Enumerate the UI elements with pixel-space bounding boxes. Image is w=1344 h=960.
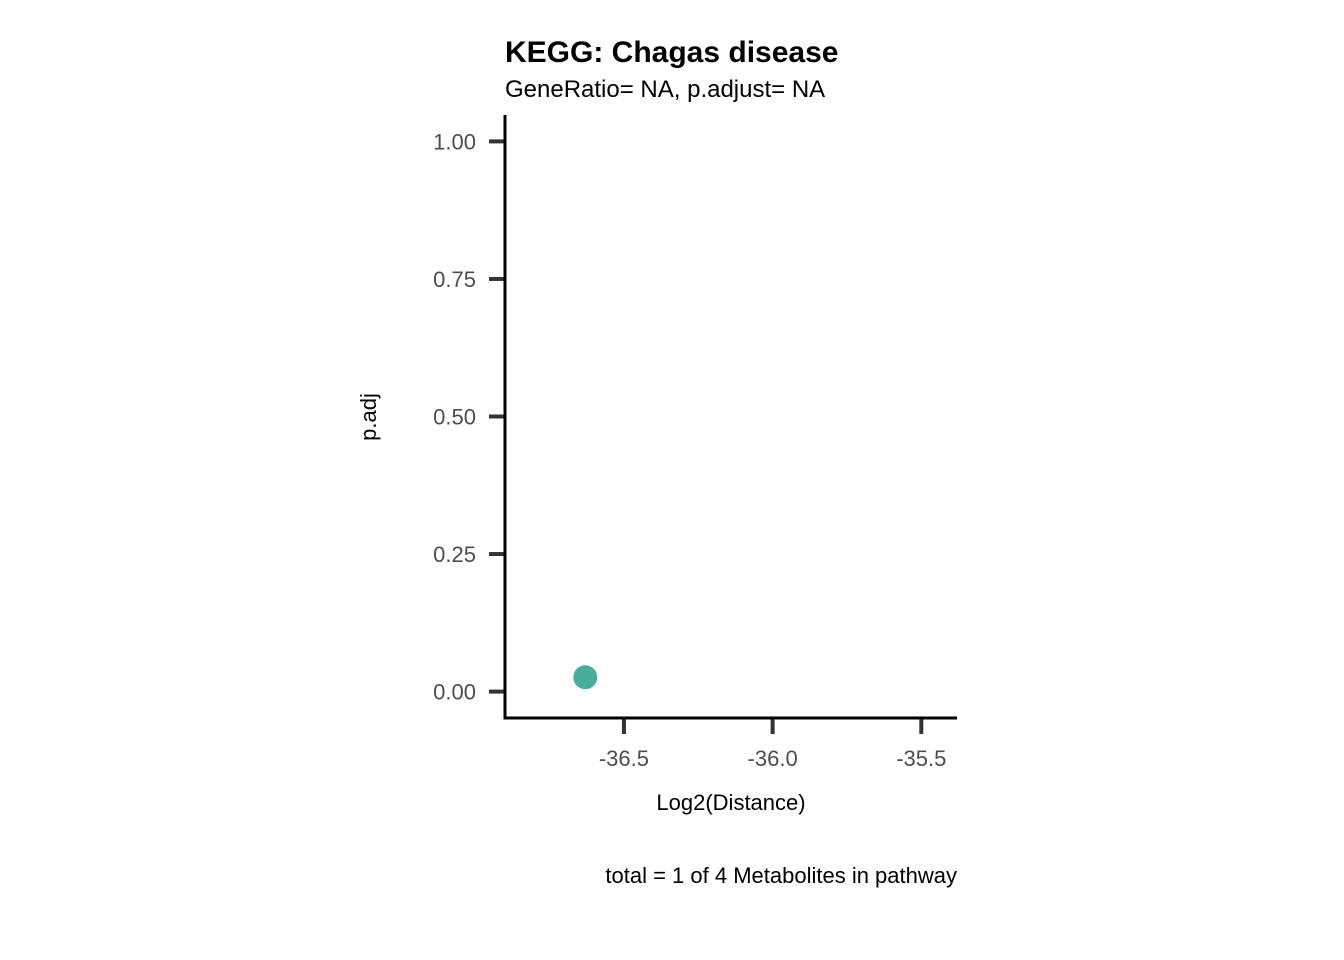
y-tick-label: 0.75 bbox=[433, 267, 476, 292]
y-tick-label: 0.50 bbox=[433, 405, 476, 430]
x-axis-ticks: -36.5 -36.0 -35.5 bbox=[599, 718, 946, 771]
y-axis-ticks: 0.00 0.25 0.50 0.75 1.00 bbox=[433, 129, 505, 705]
y-axis-title: p.adj bbox=[356, 393, 381, 441]
data-point bbox=[573, 665, 598, 690]
y-tick-label: 0.00 bbox=[433, 680, 476, 705]
y-tick-label: 1.00 bbox=[433, 129, 476, 154]
x-tick-label: -36.0 bbox=[748, 746, 798, 771]
chart-subtitle: GeneRatio= NA, p.adjust= NA bbox=[505, 76, 825, 103]
chart-caption: total = 1 of 4 Metabolites in pathway bbox=[605, 863, 957, 888]
x-tick-label: -35.5 bbox=[896, 746, 946, 771]
x-axis-title: Log2(Distance) bbox=[656, 790, 805, 815]
chart-title: KEGG: Chagas disease bbox=[505, 36, 838, 69]
x-tick-label: -36.5 bbox=[599, 746, 649, 771]
data-points bbox=[573, 665, 598, 690]
y-tick-label: 0.25 bbox=[433, 542, 476, 567]
